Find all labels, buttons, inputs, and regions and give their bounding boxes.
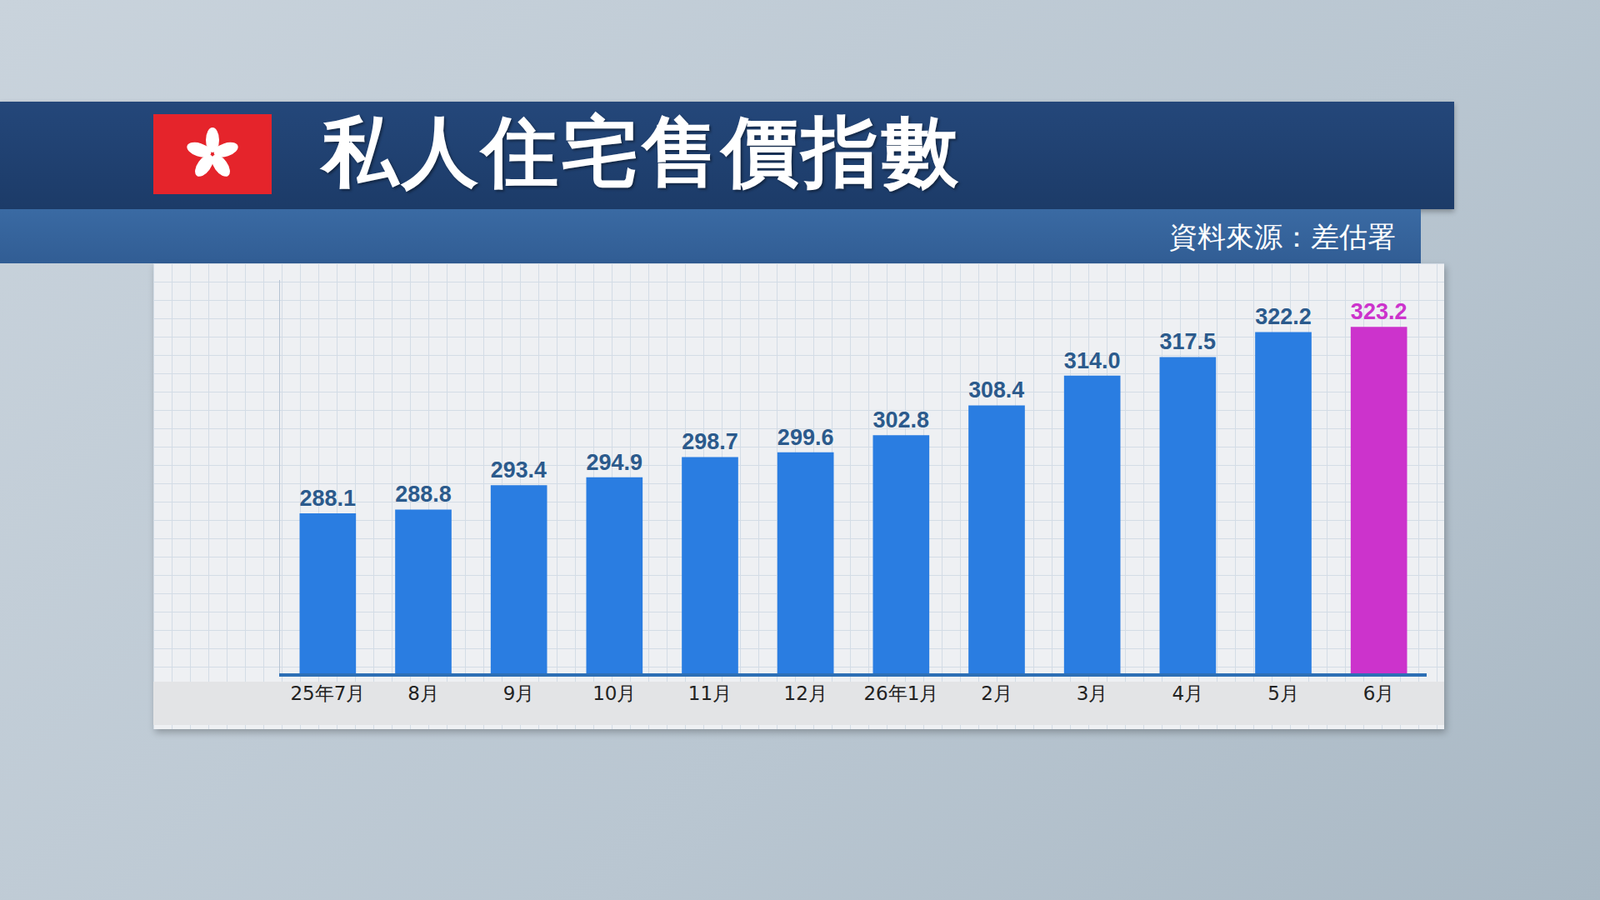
svg-text:9月: 9月 <box>503 682 535 705</box>
svg-text:3月: 3月 <box>1076 682 1109 705</box>
svg-text:298.7: 298.7 <box>681 429 739 455</box>
svg-text:322.2: 322.2 <box>1255 304 1312 330</box>
svg-text:12月: 12月 <box>784 682 828 705</box>
svg-text:25年7月: 25年7月 <box>290 682 365 705</box>
svg-text:11月: 11月 <box>688 682 732 705</box>
svg-text:288.8: 288.8 <box>395 481 452 507</box>
svg-text:8月: 8月 <box>407 682 440 705</box>
html-text:私人住宅售價指數: 私人住宅售價指數 <box>321 107 962 197</box>
svg-text:2月: 2月 <box>980 682 1013 705</box>
html-text:資料來源：差估署: 資料來源：差估署 <box>1169 220 1396 254</box>
svg-text:323.2: 323.2 <box>1350 299 1408 325</box>
svg-text:4月: 4月 <box>1172 682 1205 705</box>
svg-text:288.1: 288.1 <box>300 485 357 511</box>
svg-text:26年1月: 26年1月 <box>863 682 939 705</box>
svg-text:294.9: 294.9 <box>586 450 644 475</box>
svg-text:317.5: 317.5 <box>1160 329 1217 355</box>
svg-text:314.0: 314.0 <box>1064 348 1121 374</box>
svg-text:6月: 6月 <box>1363 682 1395 705</box>
svg-text:10月: 10月 <box>592 682 636 705</box>
svg-text:308.4: 308.4 <box>968 377 1025 403</box>
svg-text:299.6: 299.6 <box>777 425 835 450</box>
svg-text:302.8: 302.8 <box>873 407 930 433</box>
svg-text:5月: 5月 <box>1267 682 1300 705</box>
svg-text:293.4: 293.4 <box>490 457 547 483</box>
